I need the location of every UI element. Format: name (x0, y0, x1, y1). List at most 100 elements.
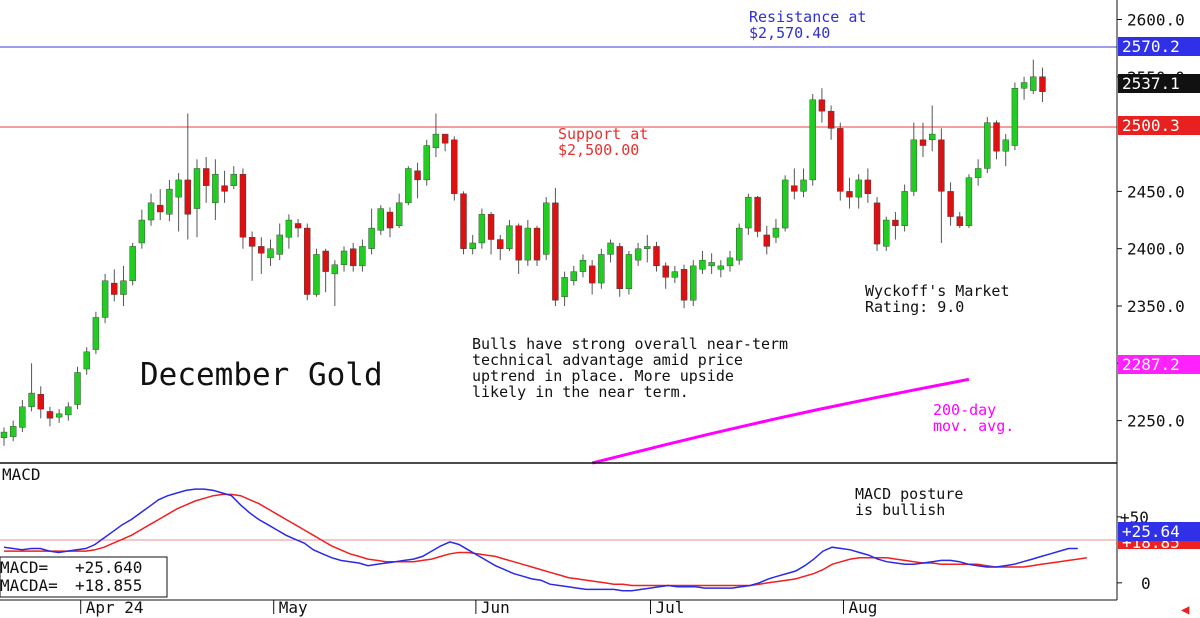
candle (350, 242, 357, 272)
macd-readout-value: +25.640 (75, 558, 142, 577)
candle-body-up (598, 254, 605, 284)
candle (552, 187, 559, 306)
candle-body-down (414, 170, 421, 181)
ma200-badge: 2287.2 (1118, 355, 1200, 374)
candle-body-down (993, 122, 1000, 152)
resistance-note-line-1: Resistance at (749, 8, 866, 26)
last-price-badge: 2537.1 (1118, 74, 1200, 93)
macda-readout-value: +18.855 (75, 576, 142, 595)
candle-body-up (166, 188, 173, 215)
candle-body-up (634, 248, 642, 261)
candle-body-down (157, 204, 164, 213)
candle-body-up (1020, 82, 1028, 89)
candle-body-down (386, 211, 394, 229)
candle (184, 113, 192, 240)
candle-body-up (9, 426, 17, 437)
candle-body-down (515, 225, 522, 261)
candle (469, 234, 476, 255)
comment-line-1: Bulls have strong overall near-term (472, 335, 788, 353)
candle (818, 88, 826, 123)
candle-body-up (699, 259, 706, 270)
candle (460, 191, 467, 255)
candle-body-down (956, 216, 963, 226)
candle-body-up (405, 168, 412, 204)
macd-note-line-1: MACD posture (855, 485, 963, 503)
candle-body-up (809, 99, 816, 181)
candle-body-down (680, 269, 688, 301)
candle-body-up (331, 264, 339, 275)
candle-body-up (276, 234, 283, 255)
candle-body-up (781, 179, 789, 229)
macd-readout-box (0, 556, 168, 598)
candle (974, 159, 982, 186)
candle-body-up (543, 202, 550, 255)
candle-body-up (965, 177, 973, 226)
candle (644, 234, 651, 263)
candle-body-up (267, 248, 274, 259)
candle (166, 179, 173, 222)
candle-body-up (55, 413, 63, 418)
candle-body-up (120, 280, 127, 295)
ma-note-line-1: 200-day (933, 401, 996, 419)
candle-body-up (717, 265, 725, 270)
arrow-left-icon[interactable]: ◀ (1181, 602, 1190, 618)
candle-body-up (726, 257, 734, 267)
x-axis: Apr 24 May Jun Jul Aug (0, 598, 1117, 617)
candle (120, 265, 127, 306)
candle (285, 214, 293, 249)
candle-body-down (350, 248, 357, 267)
candle (506, 220, 513, 251)
candle-body-up (19, 406, 26, 428)
candle (928, 105, 936, 152)
candle (947, 182, 954, 226)
candle-body-down (919, 139, 927, 146)
candle-body-up (74, 372, 81, 405)
macd-panel-title: MACD (2, 465, 41, 484)
candle (781, 175, 789, 232)
support-note-line-1: Support at (558, 125, 648, 143)
candle-body-down (258, 246, 265, 254)
candle (745, 193, 752, 235)
price-panel: December Gold Resistance at $2,570.40 Su… (0, 0, 1200, 600)
candle (524, 220, 532, 266)
candle-body-up (423, 145, 430, 181)
candle (515, 223, 522, 274)
candle (157, 189, 164, 221)
candle-body-up (1011, 88, 1019, 146)
candle-body-up (138, 219, 146, 244)
candle (956, 212, 963, 229)
x-tick-label: May (279, 598, 308, 617)
ma200-badge-bg (1118, 355, 1200, 374)
candle-body-down (588, 265, 596, 284)
candle (377, 205, 384, 235)
candle-body-down (239, 173, 247, 238)
candle (276, 223, 283, 261)
candle (837, 122, 844, 201)
candle (680, 264, 688, 309)
candle-body-down (533, 227, 541, 261)
candle (1030, 59, 1037, 94)
macd-line (3, 488, 1078, 592)
candle (368, 208, 375, 255)
support-badge-label: 2500.3 (1122, 116, 1180, 135)
candle-body-up (101, 280, 109, 318)
candle (1011, 82, 1019, 151)
candle-body-up (984, 122, 991, 169)
candle-body-up (28, 392, 35, 408)
candle (239, 168, 247, 249)
candle-body-down (653, 246, 660, 267)
ma200-line (591, 377, 970, 465)
candle-body-up (800, 179, 807, 192)
candle (55, 409, 63, 423)
x-axis-labels: Apr 24 May Jun Jul Aug (80, 598, 877, 617)
candle-body-up (193, 168, 201, 209)
candle-body-down (837, 128, 844, 192)
candle (579, 254, 587, 278)
candle (441, 133, 449, 152)
price-tick-label: 2250.0 (1127, 412, 1185, 431)
candle (340, 246, 348, 272)
candle (487, 212, 495, 255)
candle-body-up (607, 242, 614, 255)
candle (892, 212, 899, 240)
candle (1020, 76, 1028, 100)
